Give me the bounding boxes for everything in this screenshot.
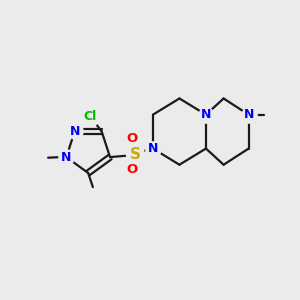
Text: S: S xyxy=(130,147,140,162)
Text: N: N xyxy=(201,108,211,121)
Text: N: N xyxy=(70,125,80,138)
Text: N: N xyxy=(148,142,158,155)
Text: N: N xyxy=(244,108,254,121)
Text: N: N xyxy=(61,151,71,164)
Text: Cl: Cl xyxy=(84,110,97,123)
Text: O: O xyxy=(126,163,137,176)
Text: O: O xyxy=(126,132,137,145)
